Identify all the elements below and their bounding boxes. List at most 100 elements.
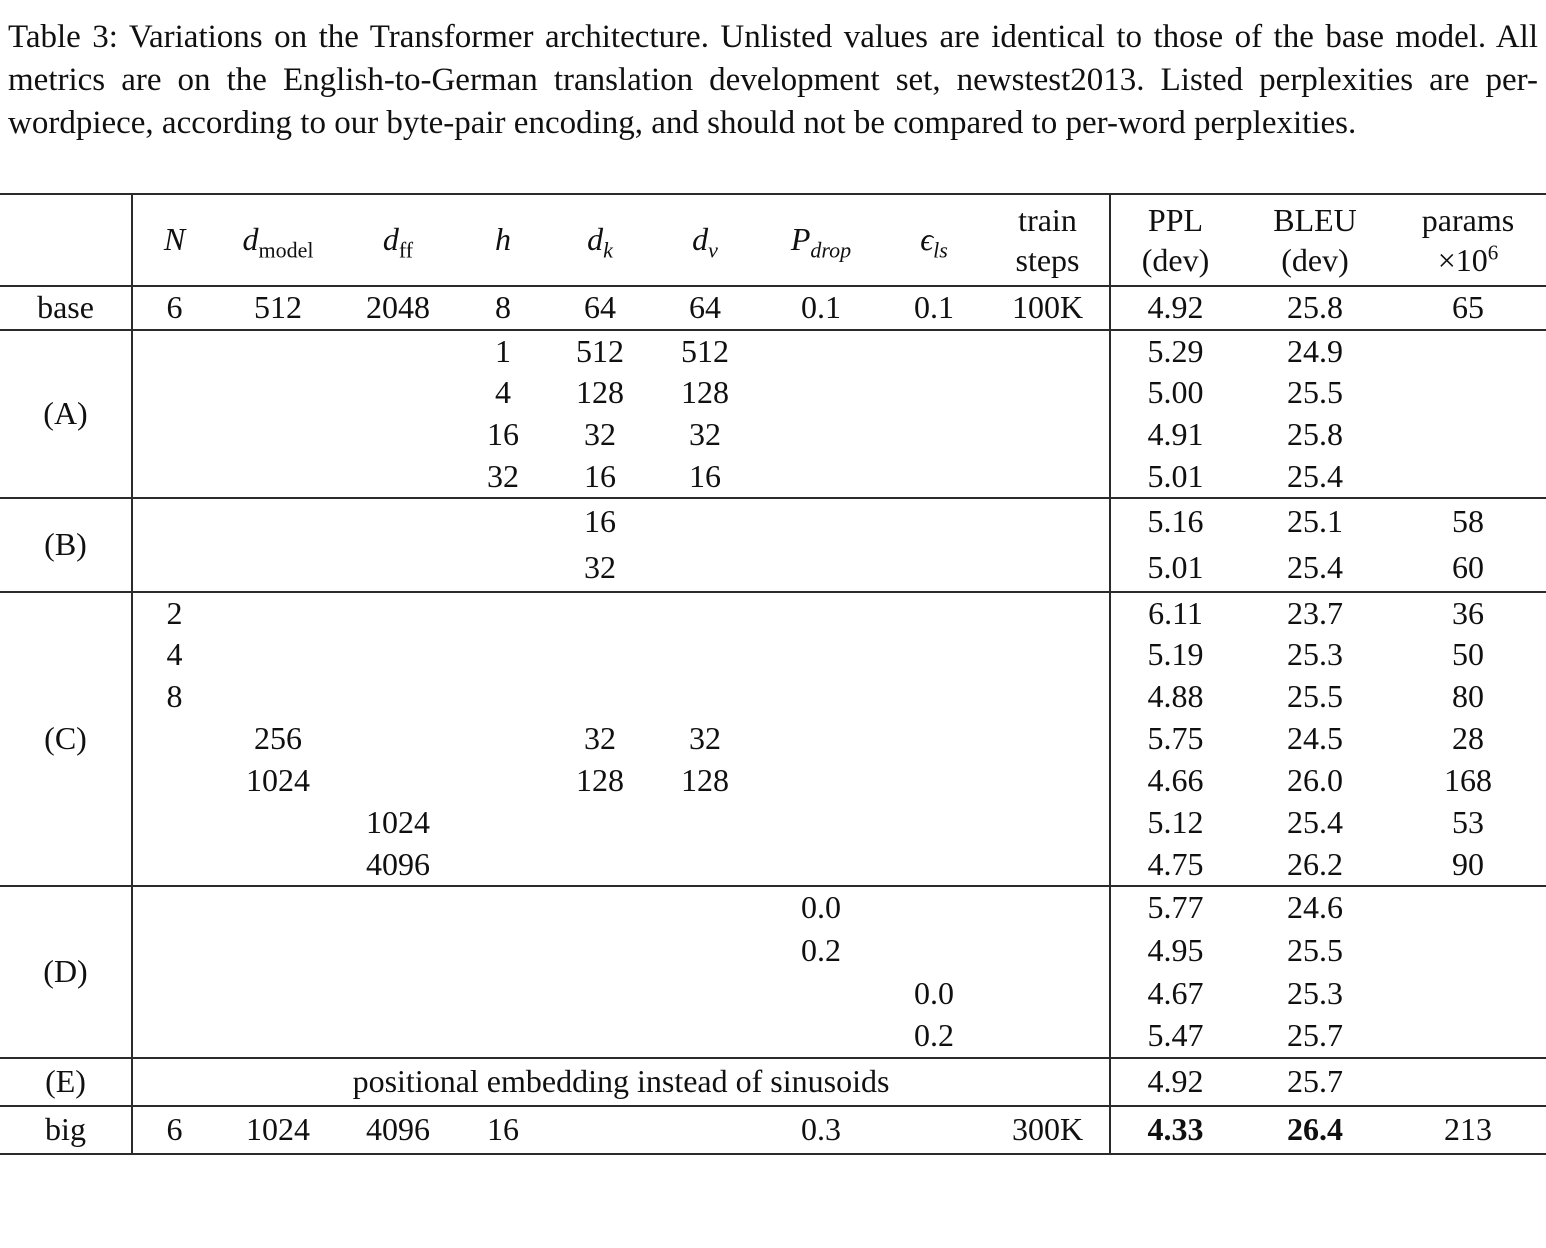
cell-params: 36 xyxy=(1390,590,1546,634)
cell-empty xyxy=(760,545,882,592)
cell-empty xyxy=(1390,414,1546,456)
cell-empty xyxy=(650,884,760,929)
table-row-base: base 6 512 2048 8 64 64 0.1 0.1 100K 4.9… xyxy=(0,284,1546,330)
cell-empty xyxy=(456,972,550,1015)
cell-dk: 16 xyxy=(550,496,650,545)
cell-pdrop: 0.2 xyxy=(801,931,841,968)
cell-empty xyxy=(456,545,550,592)
cell-empty xyxy=(216,545,340,592)
cell-dv: 64 xyxy=(650,284,760,330)
cell-bleu: 25.8 xyxy=(1240,284,1390,330)
cell-dv: 128 xyxy=(681,374,729,411)
cell-empty xyxy=(340,760,456,802)
table-caption: Table 3: Variations on the Transformer a… xyxy=(8,19,1538,141)
cell-empty xyxy=(340,456,456,498)
cell-params: 80 xyxy=(1452,678,1484,715)
math-p: P xyxy=(790,221,811,258)
table-row-a2: 4 128 128 5.00 25.5 xyxy=(0,371,1546,414)
cell-params: 213 xyxy=(1390,1104,1546,1154)
cell-empty xyxy=(550,634,650,676)
math-epsilon: ϵ xyxy=(920,221,934,258)
cell-empty xyxy=(882,676,986,718)
cell-empty xyxy=(760,414,882,456)
cell-empty xyxy=(1390,328,1546,372)
subscript-ff: ff xyxy=(398,237,414,263)
cell-empty xyxy=(216,1015,340,1058)
cell-empty xyxy=(550,1015,650,1058)
cell-bleu: 26.2 xyxy=(1287,845,1343,882)
cell-empty xyxy=(340,972,456,1015)
cell-dmodel: 512 xyxy=(216,284,340,330)
header-params-line2: ×106 xyxy=(1390,240,1546,280)
cell-params: 168 xyxy=(1444,762,1492,799)
cell-empty xyxy=(216,328,340,372)
cell-empty xyxy=(340,496,456,545)
cell-empty xyxy=(216,929,340,972)
cell-dk: 32 xyxy=(584,416,616,453)
cell-empty xyxy=(760,676,882,718)
cell-dk: 32 xyxy=(584,549,616,586)
cell-ppl: 5.75 xyxy=(1147,720,1204,757)
cell-empty xyxy=(550,802,650,844)
subscript-ls: ls xyxy=(933,237,948,263)
cell-dk: 512 xyxy=(550,328,650,372)
cell-empty xyxy=(986,633,1111,676)
cell-dv: 32 xyxy=(689,416,721,453)
cell-note: positional embedding instead of sinusoid… xyxy=(132,1056,1111,1106)
col-header-train-steps: train steps xyxy=(986,193,1111,286)
cell-bleu: 25.4 xyxy=(1287,804,1343,841)
cell-ppl: 4.88 xyxy=(1147,678,1204,715)
cell-empty xyxy=(1390,1015,1546,1058)
cell-row-label: (C) xyxy=(0,590,133,886)
cell-n: 4 xyxy=(166,636,183,673)
table-row-a3: 16 32 32 4.91 25.8 xyxy=(0,413,1546,456)
cell-bleu: 25.5 xyxy=(1287,931,1343,968)
cell-empty xyxy=(550,844,650,886)
col-header-h: h xyxy=(456,194,550,286)
cell-bleu: 25.5 xyxy=(1287,678,1343,715)
cell-empty xyxy=(456,590,550,634)
cell-bleu: 23.7 xyxy=(1240,590,1390,634)
cell-empty xyxy=(456,718,550,760)
cell-empty xyxy=(760,590,882,634)
table-row-d4: 0.2 5.47 25.7 xyxy=(0,1014,1546,1058)
cell-empty xyxy=(132,372,216,414)
cell-dmodel: 1024 xyxy=(216,1104,340,1154)
cell-empty xyxy=(132,496,216,545)
header-row: N dmodel dff h dk dv Pdrop ϵls train step… xyxy=(0,193,1546,286)
cell-empty xyxy=(132,545,216,592)
table-row-b2: 32 5.01 25.4 60 xyxy=(0,544,1546,592)
header-ppl-line2: (dev) xyxy=(1141,241,1210,278)
cell-bleu: 25.7 xyxy=(1287,1017,1343,1054)
cell-empty xyxy=(340,676,456,718)
cell-empty xyxy=(1390,884,1546,929)
cell-empty xyxy=(650,545,760,592)
cell-empty xyxy=(216,496,340,545)
table-row-c2: 4 5.19 25.3 50 xyxy=(0,633,1546,676)
cell-empty xyxy=(456,884,550,929)
cell-empty xyxy=(1390,929,1546,972)
math-n: N xyxy=(163,221,186,258)
subscript-drop: drop xyxy=(810,237,852,263)
table-row-e: (E) positional embedding instead of sinu… xyxy=(0,1056,1546,1106)
cell-pdrop: 0.3 xyxy=(760,1104,882,1154)
cell-empty xyxy=(650,844,760,886)
cell-dk: 16 xyxy=(584,457,616,494)
cell-els: 0.1 xyxy=(882,284,986,330)
cell-empty xyxy=(986,717,1111,760)
col-header-dv: dv xyxy=(650,194,760,286)
cell-empty xyxy=(882,545,986,592)
cell-empty xyxy=(650,496,760,545)
cell-bleu: 25.8 xyxy=(1287,416,1343,453)
cell-empty xyxy=(986,801,1111,844)
cell-empty xyxy=(986,928,1111,972)
table-row-d3: 0.0 4.67 25.3 xyxy=(0,971,1546,1015)
cell-empty xyxy=(340,929,456,972)
table-row-c5: 1024 128 128 4.66 26.0 168 xyxy=(0,759,1546,802)
cell-params: 50 xyxy=(1452,636,1484,673)
cell-empty xyxy=(216,590,340,634)
cell-dk: 128 xyxy=(576,374,624,411)
cell-empty xyxy=(132,844,216,886)
cell-params: 58 xyxy=(1390,496,1546,545)
table-row-b1: (B) 16 5.16 25.1 58 xyxy=(0,496,1546,592)
